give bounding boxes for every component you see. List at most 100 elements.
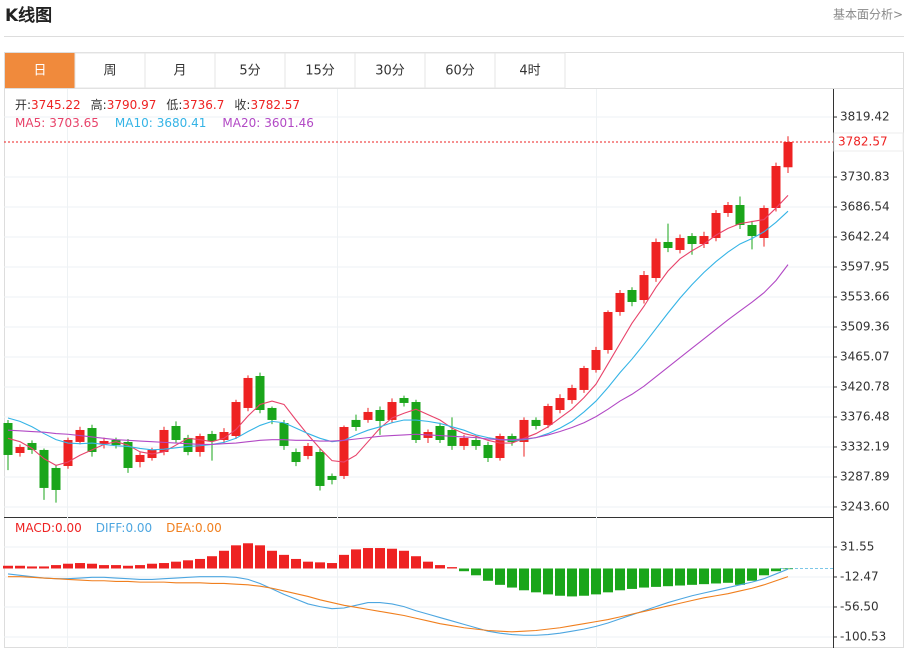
candle-body <box>723 205 733 213</box>
ohlc-readout: 开:3745.22 高:3790.97 低:3736.7 收:3782.57 <box>15 97 300 112</box>
candle-body <box>159 429 169 452</box>
macd-bar <box>183 560 193 569</box>
tab-label[interactable]: 60分 <box>445 64 475 79</box>
tab-label[interactable]: 月 <box>173 64 186 79</box>
macd-bar <box>699 568 709 585</box>
macd-bar <box>687 568 697 585</box>
macd-bar <box>531 568 541 593</box>
macd-bar <box>375 548 385 569</box>
macd-bar <box>315 562 325 569</box>
candle-body <box>267 407 277 420</box>
y-tick-label: 3730.83 <box>840 170 890 184</box>
macd-bar <box>111 565 121 569</box>
candle-body <box>279 423 289 446</box>
tab[interactable] <box>354 52 426 89</box>
ohlc-name: 高: <box>91 97 107 112</box>
macd-bar <box>507 568 517 588</box>
tab[interactable] <box>74 52 146 89</box>
tab-label[interactable]: 4时 <box>519 64 540 79</box>
macd-bar <box>411 556 421 569</box>
macd-bar <box>735 568 745 585</box>
tab[interactable] <box>214 52 286 89</box>
macd-bar <box>387 548 397 569</box>
macd-bar <box>147 563 157 569</box>
macd-bar <box>327 563 337 569</box>
candle-body <box>651 241 661 279</box>
tab[interactable] <box>284 52 356 89</box>
y-tick-label: 3287.89 <box>840 469 890 483</box>
ma-line <box>7 264 789 445</box>
candle-body <box>327 475 337 480</box>
macd-bar <box>675 568 685 586</box>
candle-body <box>255 376 265 410</box>
candle-body <box>747 224 757 237</box>
candle-body <box>735 205 745 225</box>
macd-bar <box>435 565 445 569</box>
y-tick-label: 3465.07 <box>840 349 890 363</box>
tab-label[interactable]: 15分 <box>305 64 335 79</box>
candle-body <box>123 441 133 468</box>
candle-body <box>591 349 601 370</box>
y-tick-label: 3553.66 <box>840 289 890 303</box>
candle-body <box>207 433 217 442</box>
y-tick-label: 3376.48 <box>840 409 890 423</box>
tab[interactable] <box>494 52 566 89</box>
y-tick-label: 31.55 <box>840 539 874 553</box>
macd-bar <box>363 548 373 569</box>
tab[interactable] <box>144 52 216 89</box>
tab-label[interactable]: 5分 <box>239 64 260 79</box>
macd-bar <box>711 568 721 584</box>
macd-bar <box>519 568 529 591</box>
macd-bar <box>615 568 625 591</box>
candle-body <box>663 241 673 249</box>
tab-label[interactable]: 日 <box>33 64 46 79</box>
macd-bar <box>303 561 313 569</box>
candle-body <box>567 387 577 401</box>
ohlc-value: 3745.22 <box>31 98 81 112</box>
macd-bar <box>351 549 361 569</box>
candle-body <box>459 437 469 446</box>
macd-bar <box>207 556 217 569</box>
tab-label[interactable]: 30分 <box>375 64 405 79</box>
candle-body <box>687 236 697 245</box>
ohlc-name: 低: <box>166 98 182 112</box>
ma-value: 3601.46 <box>264 116 314 130</box>
candle-body <box>339 426 349 476</box>
candle-body <box>495 436 505 459</box>
candle-body <box>387 402 397 420</box>
fundamental-link[interactable]: 基本面分析> <box>833 8 903 22</box>
macd-bar <box>459 568 469 572</box>
macd-bar <box>171 561 181 569</box>
macd-bar <box>663 568 673 587</box>
macd-bar <box>51 565 61 569</box>
candle-body <box>231 402 241 437</box>
candle-body <box>27 442 37 450</box>
candle-body <box>771 165 781 208</box>
candle-body <box>783 141 793 168</box>
candle-body <box>315 451 325 486</box>
ma-name: MA10: <box>115 116 153 130</box>
ma-line <box>7 210 789 451</box>
tab-label[interactable]: 周 <box>103 64 116 79</box>
candle-body <box>111 440 121 446</box>
ma-name: MA5: <box>15 116 45 130</box>
candle-body <box>759 207 769 238</box>
candle-body <box>483 445 493 459</box>
macd-bar <box>243 543 253 569</box>
macd-bar <box>543 568 553 595</box>
tab[interactable] <box>5 53 75 88</box>
macd-line <box>8 576 789 633</box>
macd-bar <box>39 566 49 569</box>
candle-body <box>51 467 61 490</box>
y-tick-label: -12.47 <box>840 569 879 583</box>
macd-bar <box>87 563 97 569</box>
macd-bar <box>267 550 277 569</box>
macd-bar <box>63 563 73 569</box>
macd-bar <box>15 565 25 569</box>
last-price-label: 3782.57 <box>838 134 888 148</box>
macd-name: MACD: <box>15 521 55 535</box>
macd-series-value: 0.00 <box>125 521 152 535</box>
macd-bar <box>759 568 769 576</box>
